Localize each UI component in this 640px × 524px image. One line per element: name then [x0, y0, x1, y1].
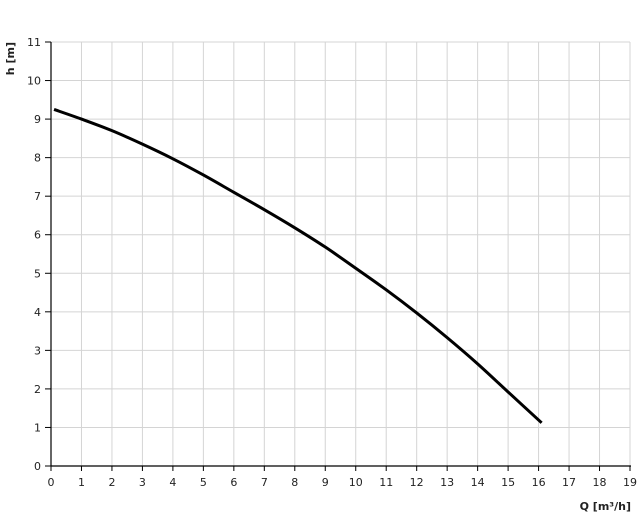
x-tick-label: 4: [169, 476, 176, 489]
x-tick-label: 16: [532, 476, 546, 489]
x-tick-label: 6: [230, 476, 237, 489]
y-tick-label: 1: [34, 421, 41, 434]
x-tick-label: 19: [623, 476, 637, 489]
y-axis-label: h [m]: [4, 42, 17, 75]
x-tick-label: 2: [108, 476, 115, 489]
x-tick-label: 3: [139, 476, 146, 489]
y-tick-label: 8: [34, 152, 41, 165]
y-tick-label: 4: [34, 306, 41, 319]
x-tick-label: 17: [562, 476, 576, 489]
x-tick-label: 13: [440, 476, 454, 489]
x-tick-label: 8: [291, 476, 298, 489]
x-tick-label: 10: [349, 476, 363, 489]
x-tick-label: 15: [501, 476, 515, 489]
x-tick-label: 9: [322, 476, 329, 489]
y-tick-labels: 0 1 2 3 4 5 6 7 8 9 10 11: [27, 36, 51, 473]
x-tick-labels: 0 1 2 3 4 5 6 7 8 9 10 11 12 13 14 15 16 17 18 19: [48, 466, 637, 489]
series-line-0: [53, 108, 543, 424]
grid: [51, 41, 631, 466]
x-axis-label: Q [m³/h]: [580, 500, 631, 513]
y-tick-label: 2: [34, 383, 41, 396]
y-tick-label: 9: [34, 113, 41, 126]
y-tick-label: 5: [34, 267, 41, 280]
x-tick-label: 14: [471, 476, 485, 489]
x-tick-label: 12: [410, 476, 424, 489]
y-tick-label: 0: [34, 460, 41, 473]
y-tick-label: 3: [34, 344, 41, 357]
y-tick-label: 11: [27, 36, 41, 49]
y-tick-label: 10: [27, 75, 41, 88]
x-tick-label: 7: [261, 476, 268, 489]
x-tick-label: 5: [200, 476, 207, 489]
x-tick-label: 11: [379, 476, 393, 489]
x-tick-label: 18: [593, 476, 607, 489]
y-tick-label: 6: [34, 229, 41, 242]
y-tick-label: 7: [34, 190, 41, 203]
x-tick-label: 1: [78, 476, 85, 489]
x-tick-label: 0: [48, 476, 55, 489]
